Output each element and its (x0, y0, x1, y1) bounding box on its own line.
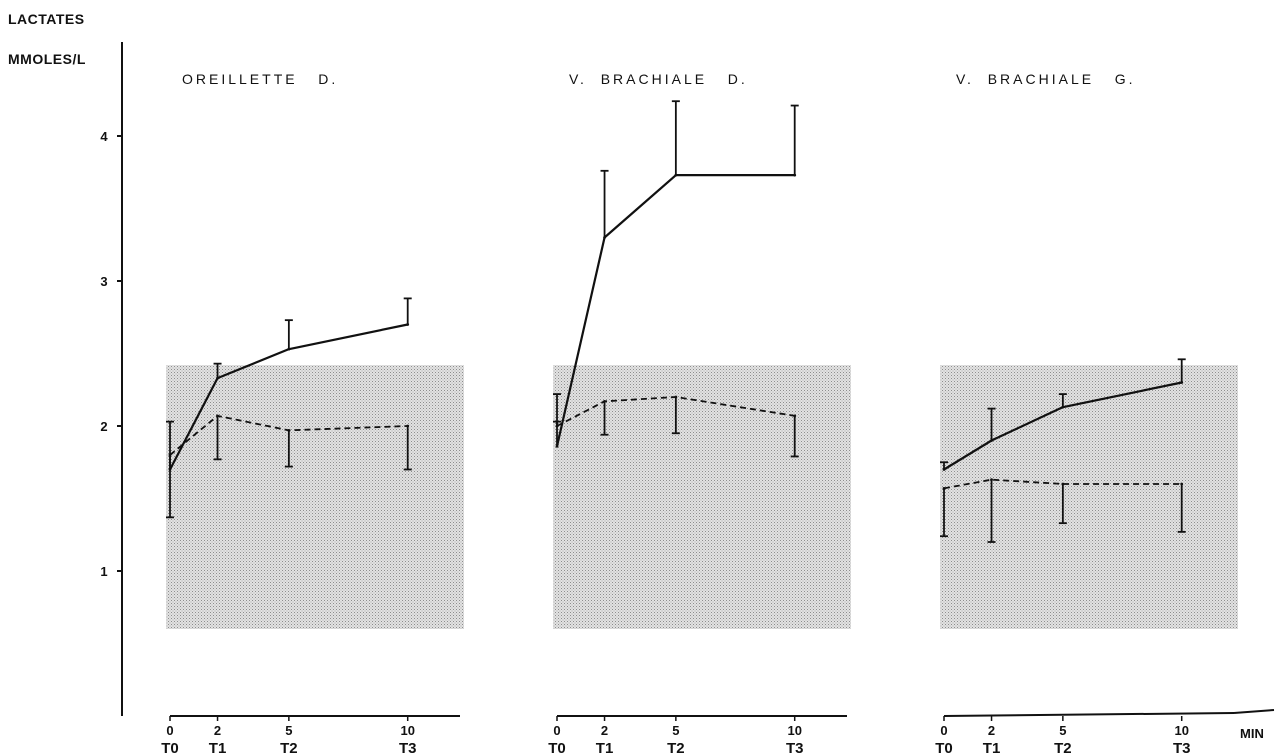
data-point (674, 173, 678, 177)
x-tick-label: 0 (166, 723, 173, 738)
data-point (555, 424, 559, 428)
data-point (406, 323, 410, 326)
x-time-label: T2 (667, 740, 685, 756)
x-tick-label: 2 (601, 723, 608, 738)
y-tick-label: 2 (100, 419, 107, 434)
data-point (287, 428, 291, 432)
series-line-dashed (943, 478, 1182, 490)
data-point (793, 414, 797, 418)
series-line-solid (169, 323, 408, 471)
x-tick-label: 2 (988, 723, 995, 738)
x-tick-label: 5 (285, 723, 292, 738)
x-time-label: T3 (399, 740, 417, 756)
x-tick-label: 5 (1059, 723, 1066, 738)
x-unit-label: MIN (1240, 726, 1264, 741)
x-time-label: T0 (161, 740, 179, 756)
x-tick-label: 10 (400, 723, 414, 738)
x-time-label: T1 (596, 740, 614, 756)
data-point (1180, 381, 1184, 384)
data-point (168, 453, 172, 457)
panel: OREILLETTE D. 0 T0 2 T1 5 T2 10 T3 (161, 71, 464, 756)
series-line-solid (555, 174, 795, 447)
x-time-label: T2 (280, 740, 298, 756)
data-point (942, 486, 946, 490)
y-tick-label: 4 (100, 129, 108, 144)
y-unit-label: MMOLES/L (8, 51, 86, 67)
data-point (603, 399, 606, 403)
panel-title: V. BRACHIALE G. (956, 71, 1136, 87)
series-line-solid (943, 381, 1182, 471)
x-axis-line-extension (1233, 709, 1275, 714)
y-tick-label: 1 (100, 564, 107, 579)
data-point (1061, 405, 1065, 409)
data-point (793, 173, 797, 177)
data-point (942, 468, 946, 471)
series-line-dashed (169, 414, 408, 456)
normal-range-band (940, 365, 1238, 629)
x-tick-label: 10 (1174, 723, 1188, 738)
panel-title: OREILLETTE D. (182, 71, 338, 87)
normal-range-band (553, 365, 851, 629)
data-point (216, 376, 219, 380)
y-tick-label: 3 (100, 274, 107, 289)
panel-title: V. BRACHIALE D. (569, 71, 748, 87)
x-time-label: T0 (548, 740, 566, 756)
x-time-label: T3 (786, 740, 804, 756)
data-point (287, 347, 291, 351)
x-tick-label: 10 (787, 723, 801, 738)
data-point (990, 478, 993, 482)
normal-range-band (166, 365, 464, 629)
data-point (406, 424, 410, 428)
x-axis-line (943, 712, 1235, 717)
x-tick-label: 2 (214, 723, 221, 738)
panel: V. BRACHIALE D. 0 T0 2 T1 5 T2 10 T3 (548, 71, 851, 756)
x-time-label: T1 (209, 740, 227, 756)
data-point (1061, 482, 1065, 486)
series-line-dashed (556, 396, 795, 427)
data-point (216, 414, 219, 418)
x-time-label: T2 (1054, 740, 1072, 756)
x-time-label: T0 (935, 740, 953, 756)
x-tick-label: 5 (672, 723, 679, 738)
x-time-label: T3 (1173, 740, 1191, 756)
panel: V. BRACHIALE G. 0 T0 2 T1 5 T2 10 T3 (935, 71, 1275, 756)
y-axis-title: LACTATES (8, 11, 85, 27)
x-tick-label: 0 (553, 723, 560, 738)
data-point (990, 439, 993, 442)
data-point (555, 444, 559, 448)
data-point (674, 395, 678, 399)
data-point (603, 236, 606, 239)
data-point (1180, 482, 1184, 486)
x-time-label: T1 (983, 740, 1001, 756)
x-tick-label: 0 (940, 723, 947, 738)
